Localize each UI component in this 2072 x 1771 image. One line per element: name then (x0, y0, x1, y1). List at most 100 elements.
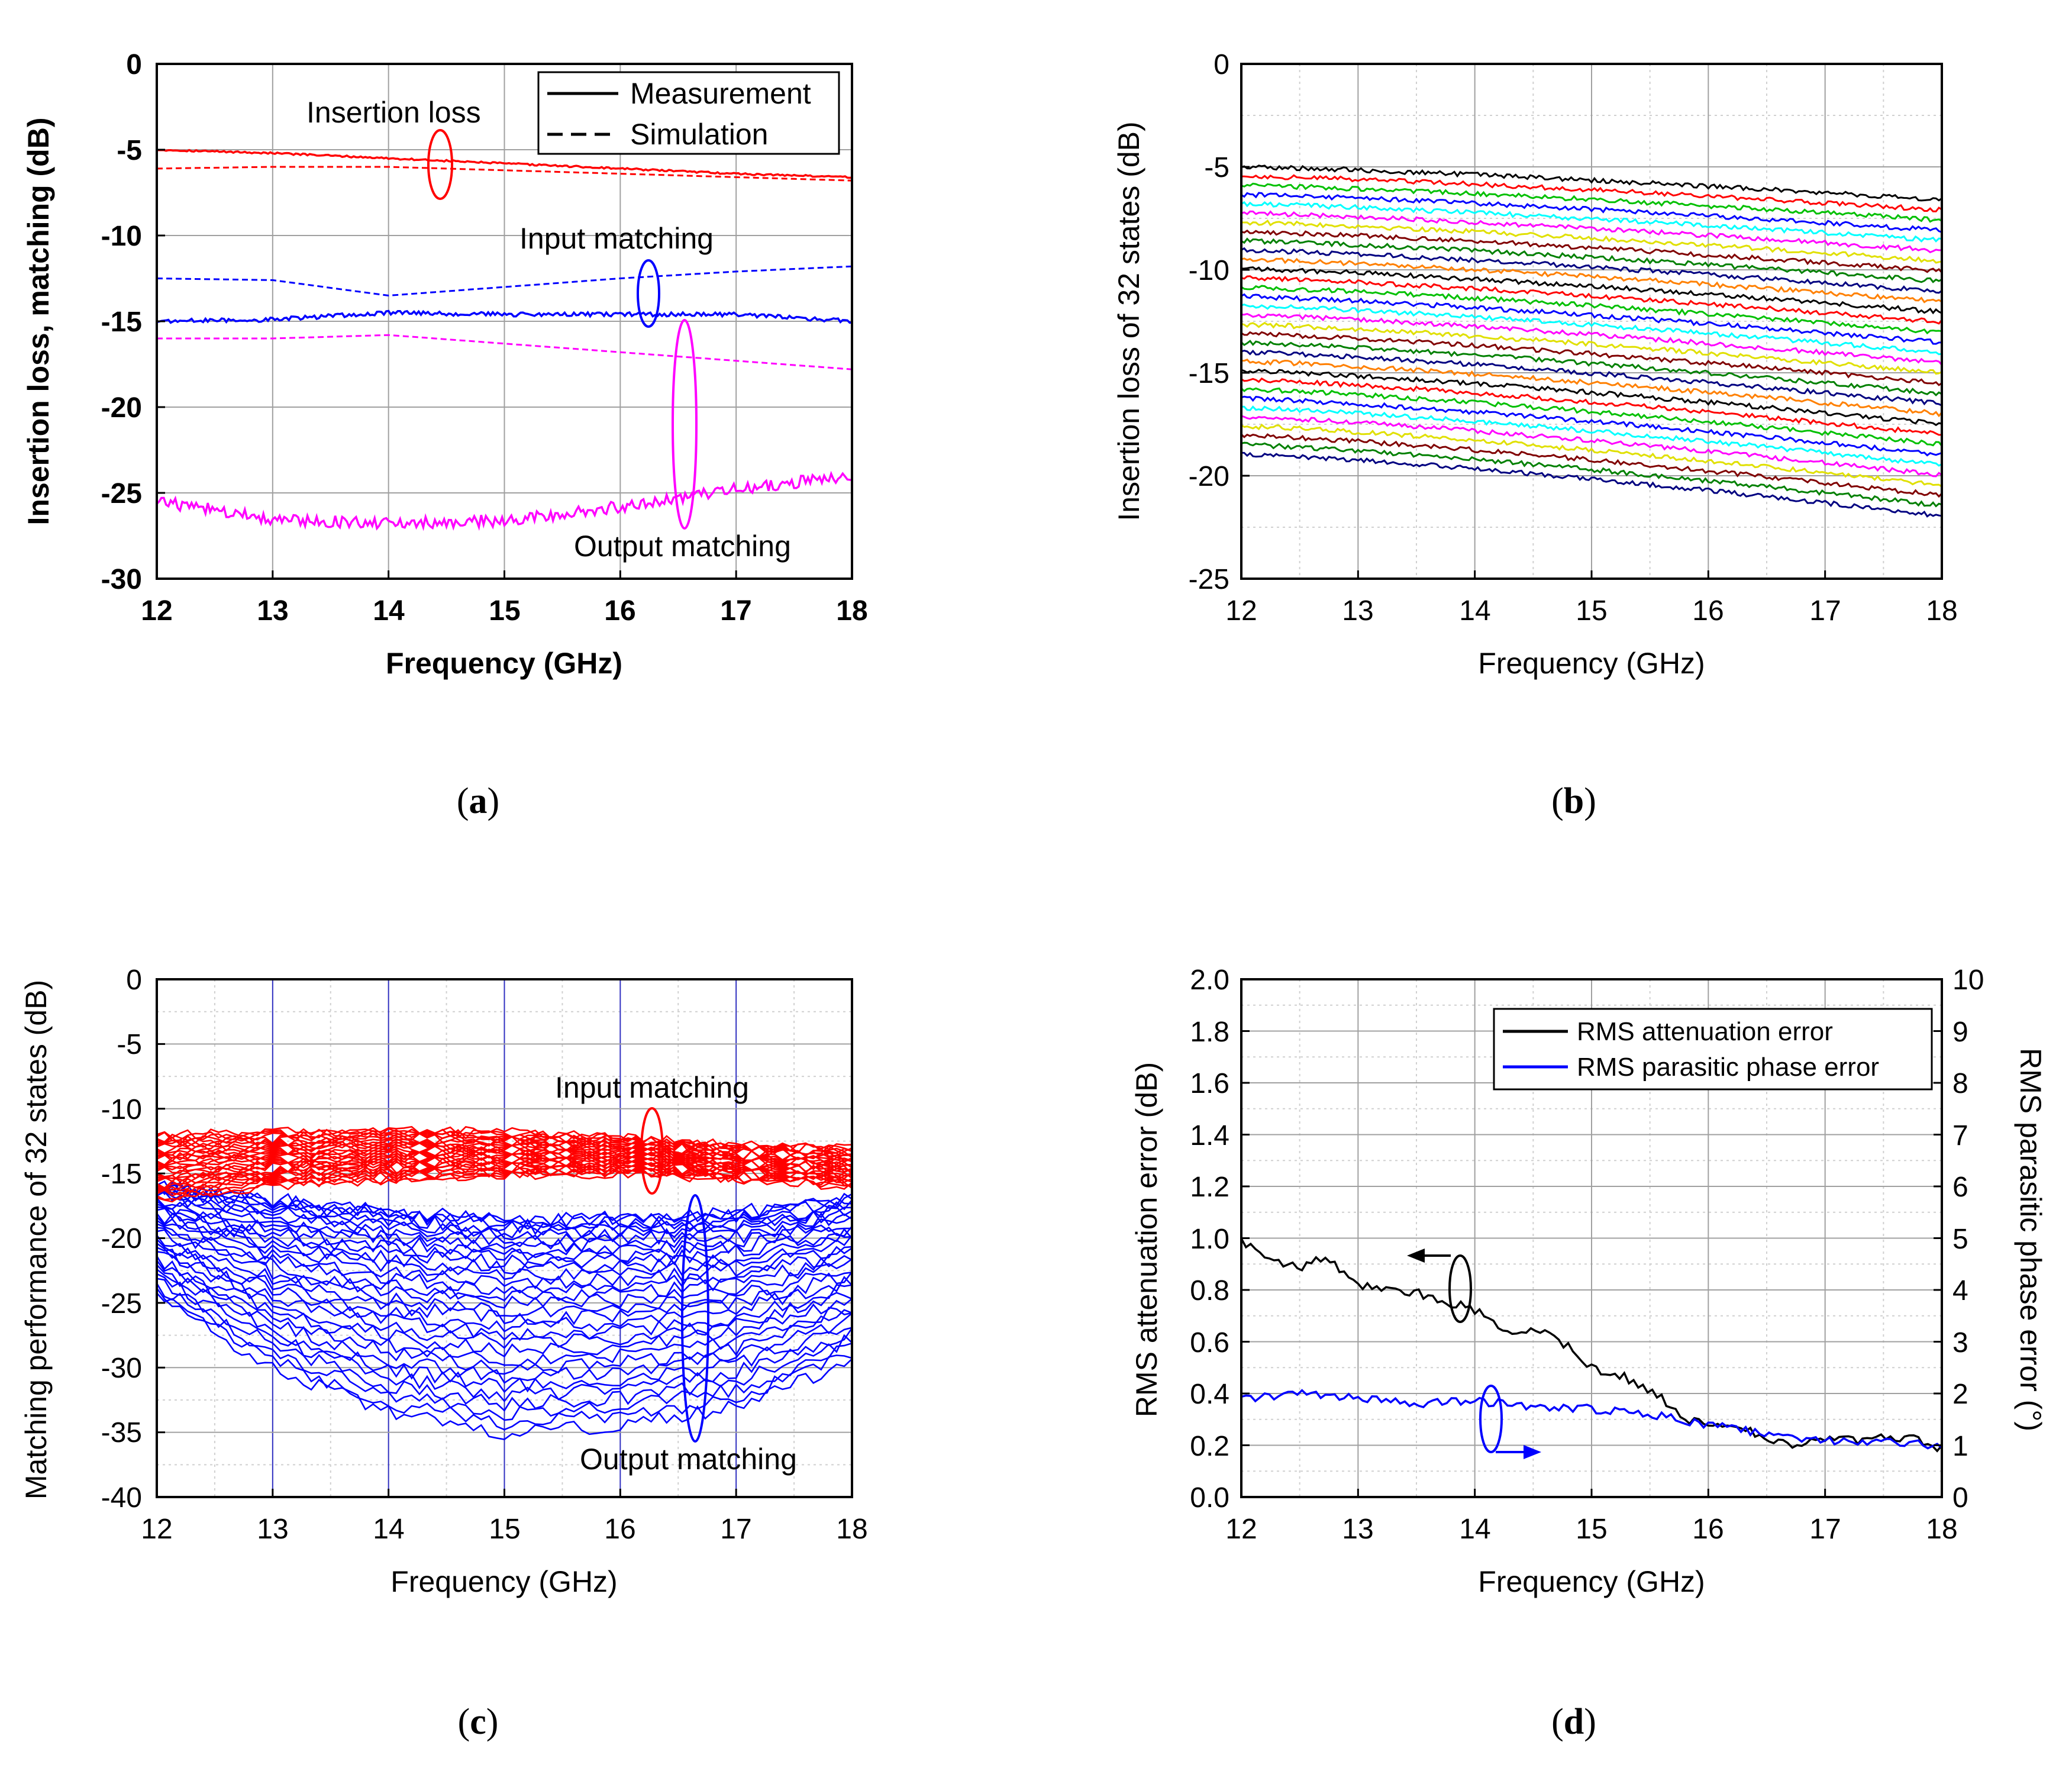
panel-b-state-line (1240, 387, 1943, 447)
panel-b-y-tick-labels: 0 -5 -10 -15 -20 -25 (1189, 49, 1229, 595)
panel-c-input-matching-line (156, 1137, 853, 1162)
panel-d-left-arrow-icon (1407, 1249, 1425, 1263)
panel-c-output-matching-line (156, 1247, 853, 1349)
panel-d-series (1240, 1238, 1943, 1453)
panel-b-state-line (1241, 210, 1942, 253)
panel-c-x-tick-labels: 12 13 14 15 16 17 18 (141, 1514, 867, 1545)
panel-c-x-tick-label: 14 (373, 1514, 404, 1545)
panel-c-output-matching-line (156, 1278, 853, 1412)
panel-b-state-line (1241, 395, 1942, 457)
panel-a-x-tick-label: 13 (257, 595, 288, 627)
panel-c-x-tick-label: 18 (836, 1514, 867, 1545)
panel-b-y-tick-label: 0 (1213, 49, 1229, 80)
panel-b-x-tick-label: 15 (1576, 595, 1607, 627)
panel-d-y2-tick-label: 8 (1952, 1068, 1968, 1099)
panel-b-state-line (1241, 201, 1942, 243)
panel-a-caption: (a) (457, 781, 499, 821)
panel-b-y-tick-label: -20 (1189, 461, 1229, 492)
panel-c-annotation-input-matching: Input matching (555, 1071, 749, 1104)
panel-a-x-tick-label: 12 (141, 595, 172, 627)
panel-a-y-tick-labels: 0 -5 -10 -15 -20 -25 -30 (101, 49, 142, 595)
panel-d-y-tick-labels: 0.0 0.2 0.4 0.6 0.8 1.0 1.2 1.4 1.6 1.8 … (1190, 964, 1229, 1514)
panel-c-caption: (c) (458, 1702, 499, 1742)
panel-a-caption-letter: a (469, 781, 488, 821)
panel-c-input-matching-line (156, 1152, 853, 1175)
panel-a-series (156, 149, 853, 531)
panel-a-output-matching-ellipse (672, 319, 698, 530)
panel-c-y-tick-label: -15 (101, 1159, 142, 1190)
panel-b-state-line (1240, 433, 1943, 498)
panel-c-output-matching-line (156, 1269, 853, 1393)
panel-d-y2-tick-label: 10 (1952, 964, 1984, 996)
panel-a-x-axis-label: Frequency (GHz) (386, 647, 622, 680)
panel-a-x-tick-label: 15 (489, 595, 520, 627)
panel-d-y-axis-label: RMS attenuation error (dB) (1130, 1062, 1163, 1417)
panel-d-y-tick-label: 1.8 (1190, 1017, 1229, 1048)
panel-c-x-tick-label: 16 (604, 1514, 635, 1545)
panel-d-x-tick-label: 13 (1342, 1514, 1373, 1545)
panel-a-y-axis-label: Insertion loss, matching (dB) (22, 118, 55, 525)
panel-c-x-tick-label: 17 (720, 1514, 751, 1545)
panel-d-x-axis-label: Frequency (GHz) (1478, 1565, 1705, 1598)
panel-a-y-tick-label: -30 (101, 564, 142, 595)
panel-c-output-matching-line (156, 1238, 853, 1333)
panel-a-legend: Measurement Simulation (537, 71, 840, 155)
panel-a-x-tick-label: 17 (720, 595, 751, 627)
panel-b-state-line (1240, 340, 1942, 396)
panel-a-x-tick-label: 14 (373, 595, 405, 627)
panel-d-y2-tick-label: 6 (1952, 1172, 1968, 1203)
panel-c-output-matching-line (156, 1283, 853, 1421)
panel-d-y-tick-label: 1.0 (1190, 1224, 1229, 1255)
panel-d-y2-tick-label: 0 (1952, 1482, 1968, 1514)
panel-a-legend-simulation: Simulation (630, 118, 768, 151)
panel-b-state-line (1241, 247, 1942, 294)
panel-c-input-matching-line (156, 1133, 853, 1159)
panel-d-y2-tick-label: 9 (1952, 1017, 1968, 1048)
panel-c-input-matching-line (156, 1148, 853, 1170)
panel-b-caption: (b) (1551, 781, 1596, 821)
panel-b-state-line (1241, 219, 1942, 264)
panel-c-y-tick-label: -40 (101, 1482, 142, 1514)
panel-b-x-tick-label: 18 (1926, 595, 1957, 627)
panel-c-input-matching-line (156, 1165, 853, 1196)
panel-b-tick-marks (1240, 63, 1943, 580)
panel-a-x-tick-label: 18 (836, 595, 867, 627)
panel-d-x-tick-label: 12 (1225, 1514, 1257, 1545)
panel-b-state-line (1241, 349, 1942, 407)
panel-b-state-line (1241, 275, 1943, 325)
panel-d-y2-tick-label: 3 (1952, 1327, 1968, 1359)
panel-a-y-tick-label: -10 (101, 221, 142, 252)
panel-c-y-tick-label: -20 (101, 1223, 142, 1254)
panel-c-input-matching-ellipse (640, 1107, 664, 1195)
panel-a-y-tick-label: -20 (101, 392, 142, 424)
panel-c-input-matching-line (156, 1160, 853, 1189)
panel-b-y-tick-label: -5 (1204, 152, 1229, 183)
panel-a-tick-marks (156, 63, 853, 580)
panel-c-output-matching-line (156, 1229, 853, 1318)
panel-b-insertion-loss-32-states: 12 13 14 15 16 17 18 0 -5 -10 -15 -20 -2… (1112, 49, 1958, 821)
panel-a-y-tick-label: 0 (126, 49, 142, 80)
panel-b-state-line (1241, 377, 1942, 436)
panel-a-series-line (156, 309, 853, 324)
panel-c-x-tick-label: 12 (141, 1514, 172, 1545)
panel-a-series-line (156, 166, 853, 182)
panel-c-output-matching-line (156, 1206, 853, 1269)
panel-b-state-line (1241, 331, 1942, 386)
panel-d-y2-tick-labels: 0 1 2 3 4 5 6 7 8 9 10 (1952, 964, 1984, 1514)
panel-d-caption: (d) (1551, 1702, 1596, 1742)
panel-d-grid (1241, 979, 1942, 1497)
panel-b-y-axis-label: Insertion loss of 32 states (dB) (1112, 121, 1145, 521)
panel-d-phase-ellipse (1479, 1385, 1503, 1453)
panel-d-y-tick-label: 0.4 (1190, 1379, 1229, 1410)
panel-d-y-tick-label: 0.0 (1190, 1482, 1229, 1514)
panel-d-y-tick-label: 1.6 (1190, 1068, 1229, 1099)
panel-c-output-matching-line (156, 1273, 853, 1403)
panel-d-right-arrow-icon (1524, 1445, 1541, 1459)
panel-d-y2-tick-label: 7 (1952, 1120, 1968, 1151)
panel-c-output-matching-line (156, 1288, 853, 1431)
panel-c-tick-marks (156, 978, 853, 1498)
panel-a-series-line (156, 265, 853, 297)
panel-c-input-matching-line (156, 1150, 853, 1172)
panel-c-input-matching-line (156, 1145, 853, 1168)
panel-c-x-tick-label: 13 (257, 1514, 288, 1545)
